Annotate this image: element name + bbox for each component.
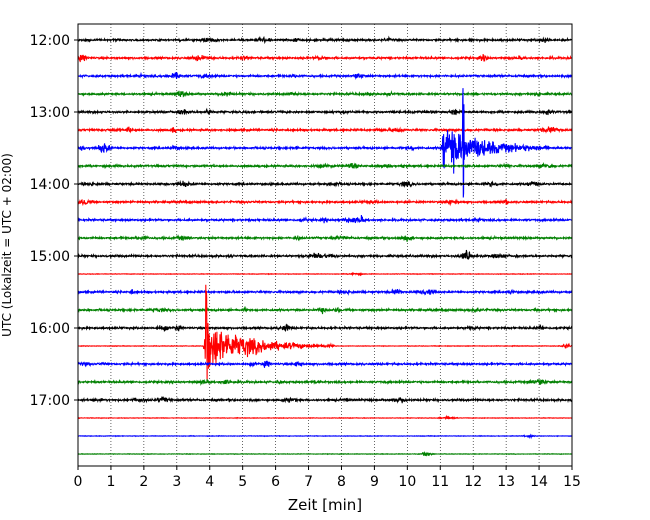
x-tick-label-13: 13: [497, 474, 515, 490]
trace-row-20: [77, 396, 573, 404]
trace-row-22: [77, 433, 573, 440]
x-tick-label-6: 6: [271, 474, 280, 490]
trace-row-19: [77, 378, 573, 386]
y-tick-label-12:00: 12:00: [30, 33, 70, 49]
trace-row-17: [78, 284, 573, 383]
x-tick-label-4: 4: [205, 474, 214, 490]
x-tick-label-2: 2: [139, 474, 148, 490]
x-tick-label-11: 11: [431, 474, 449, 490]
trace-row-8: [77, 179, 573, 188]
x-tick-label-7: 7: [304, 474, 313, 490]
trace-row-5: [77, 126, 573, 134]
y-tick-label-16:00: 16:00: [30, 321, 70, 337]
trace-row-1: [77, 53, 573, 63]
x-tick-label-0: 0: [74, 474, 83, 490]
x-tick-label-5: 5: [238, 474, 247, 490]
trace-row-0: [77, 35, 573, 45]
trace-row-7: [77, 161, 573, 170]
x-tick-label-12: 12: [464, 474, 482, 490]
y-tick-label-13:00: 13:00: [30, 105, 70, 121]
trace-row-12: [77, 249, 573, 261]
trace-row-9: [77, 198, 573, 207]
trace-row-18: [77, 360, 573, 368]
trace-row-13: [78, 271, 573, 277]
trace-row-14: [77, 288, 573, 296]
trace-row-4: [77, 107, 573, 116]
trace-row-6: [77, 88, 573, 198]
seismogram-traces: [77, 35, 573, 457]
trace-row-21: [77, 414, 573, 421]
y-tick-label-17:00: 17:00: [30, 393, 70, 409]
trace-row-16: [77, 323, 573, 333]
plot-frame: [77, 23, 573, 467]
x-tick-label-9: 9: [370, 474, 379, 490]
trace-row-2: [77, 71, 573, 80]
trace-row-15: [77, 306, 573, 315]
x-tick-label-14: 14: [530, 474, 548, 490]
x-tick-label-15: 15: [563, 474, 581, 490]
x-axis-ticks: 0 1 2 3 4 5 6 7 8 9 10 11 12 13 14 15: [74, 466, 581, 490]
y-axis-label: UTC (Lokalzeit = UTC + 02:00): [0, 153, 14, 337]
x-tick-label-3: 3: [172, 474, 181, 490]
trace-row-23: [77, 450, 572, 457]
x-tick-label-10: 10: [398, 474, 416, 490]
trace-row-3: [77, 90, 573, 98]
y-axis-ticks: 12:00 13:00 14:00 15:00 16:00 17:00: [30, 33, 78, 409]
y-tick-label-15:00: 15:00: [30, 249, 70, 265]
x-tick-label-1: 1: [106, 474, 115, 490]
x-tick-label-8: 8: [337, 474, 346, 490]
x-axis-label: Zeit [min]: [288, 496, 362, 514]
trace-row-11: [77, 234, 573, 242]
y-tick-label-14:00: 14:00: [30, 177, 70, 193]
trace-row-10: [77, 214, 573, 224]
